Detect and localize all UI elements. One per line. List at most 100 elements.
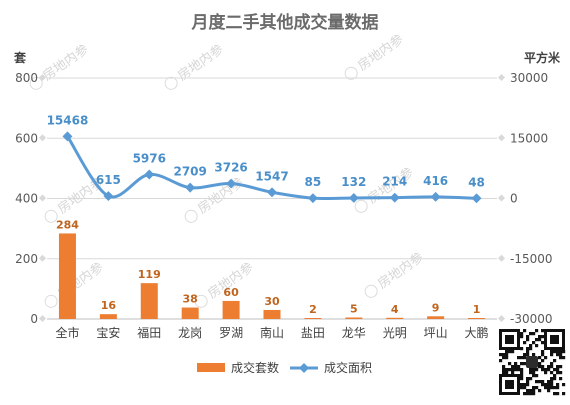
qr-module [526,383,530,387]
qr-module [520,377,524,381]
watermark-mark [354,199,368,213]
qr-module [508,368,512,372]
qr-module [541,335,545,339]
qr-module [544,371,548,375]
category-label: 罗湖 [219,325,243,340]
right-tick-marker [497,254,506,262]
qr-module [523,386,527,390]
qr-module [538,380,542,384]
qr-module [511,368,515,372]
qr-module [526,335,530,339]
qr-module [553,392,557,396]
qr-module [520,383,524,387]
watermark: 房地内参 [354,164,417,213]
category-label: 宝安 [96,325,120,340]
watermark-mark [344,66,358,80]
line-data-label: 416 [423,174,448,188]
left-tick-marker [38,254,47,262]
qr-module [559,350,563,354]
qr-module [514,368,518,372]
left-tick-label: 800 [15,71,38,85]
watermark-text: 房地内参 [195,174,247,217]
line-point [348,193,359,203]
bar [140,283,158,319]
qr-module [544,383,548,387]
bar [58,233,76,319]
qr-module [502,365,506,369]
qr-module [550,350,554,354]
qr-module [520,347,524,351]
qr-module [550,377,554,381]
qr-module [532,368,536,372]
qr-module [541,329,545,333]
qr-module [535,380,539,384]
right-axis-unit: 平方米 [524,50,561,65]
qr-module [502,371,506,375]
qr-module [556,386,560,390]
qr-module [550,371,554,375]
watermark: 房地内参 [164,41,227,90]
line-point [389,192,400,203]
qr-module [520,362,524,366]
line-data-label: 615 [96,173,121,187]
qr-module [505,356,509,360]
qr-module [523,383,527,387]
left-tick-label: 0 [30,312,38,326]
line-point [307,193,318,204]
qr-module [541,350,545,354]
line-data-label: 2709 [173,165,206,179]
line-point [185,182,196,193]
qr-module [535,329,539,333]
bar [181,307,199,319]
qr-module [550,386,554,390]
qr-module [532,371,536,375]
left-axis-ticks: 0 200 400 600 800 [15,71,47,326]
line-data-label: 132 [341,175,366,189]
qr-module [556,371,560,375]
qr-module [538,356,542,360]
qr-module [535,344,539,348]
line-data-label: 3726 [214,161,247,175]
qr-module [550,362,554,366]
qr-module [526,338,530,342]
qr-module [544,356,548,360]
category-label: 南山 [260,325,284,340]
watermark: 房地内参 [29,41,92,90]
qr-module [523,329,527,333]
qr-module [514,365,518,369]
qr-module [514,362,518,366]
category-label: 坪山 [424,326,448,340]
qr-module [556,383,560,387]
qr-module [541,383,545,387]
left-tick-label: 200 [15,252,38,266]
qr-module [529,344,533,348]
watermark-mark [194,294,208,308]
qr-module [535,374,539,378]
bar [263,309,281,319]
qr-module [520,332,524,336]
left-tick-marker [38,134,47,142]
line-point [62,131,73,142]
qr-module [532,332,536,336]
bar-data-label: 5 [350,302,358,315]
qr-module [520,371,524,375]
bar-data-label: 2 [309,303,317,316]
qr-module [544,368,548,372]
bar [468,318,486,319]
bar [304,318,322,319]
qr-module [532,353,536,357]
watermark: 房地内参 [364,249,427,298]
qr-module [526,380,530,384]
qr-module [526,377,530,381]
category-label: 大鹏 [465,326,489,340]
qr-module [502,368,506,372]
qr-module [550,365,554,369]
qr-module [532,389,536,393]
line-series [62,131,482,204]
category-label: 龙华 [342,326,366,340]
qr-module [559,377,563,381]
bar-data-label: 16 [101,299,117,312]
category-label: 福田 [137,325,161,340]
qr-module [529,332,533,336]
